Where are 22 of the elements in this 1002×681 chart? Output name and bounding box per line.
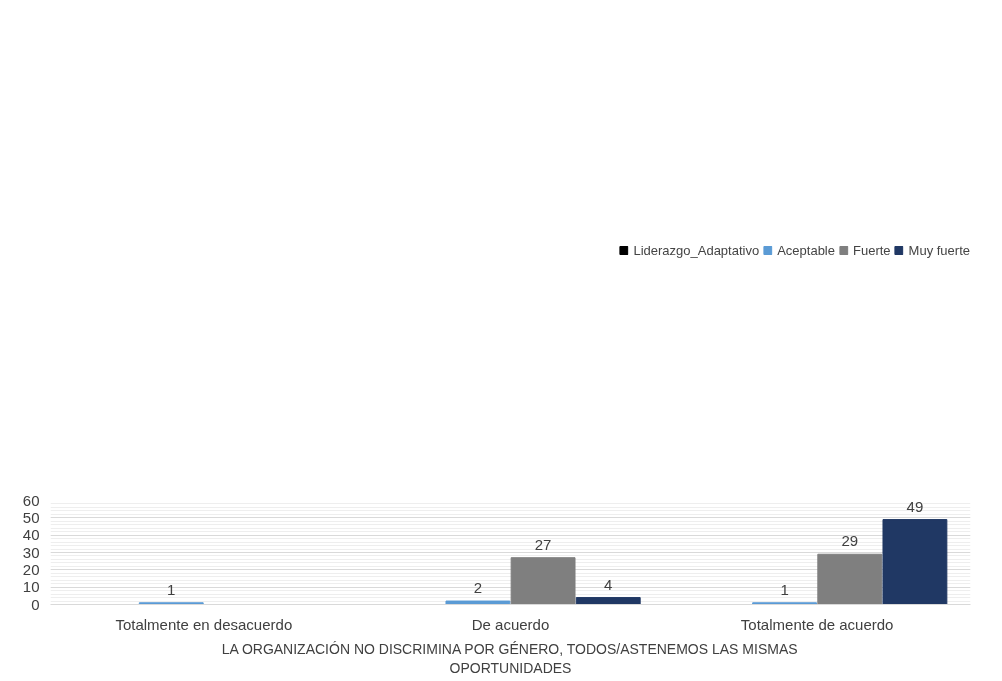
y-tick-label: 0 <box>31 595 40 613</box>
data-label: 1 <box>780 580 789 598</box>
data-label: 49 <box>906 497 924 515</box>
legend-label: Liderazgo_Adaptativo <box>633 242 760 258</box>
data-label: 27 <box>534 535 552 553</box>
legend-label: Muy fuerte <box>908 242 970 258</box>
x-tick-label: Totalmente de acuerdo <box>740 615 894 633</box>
legend-label: Fuerte <box>853 242 891 258</box>
y-tick-label: 20 <box>22 560 40 578</box>
x-tick-label: Totalmente en desacuerdo <box>115 615 293 633</box>
y-tick-label: 60 <box>22 491 40 509</box>
y-tick-label: 40 <box>22 526 40 544</box>
y-tick-label: 30 <box>22 543 40 561</box>
data-label: 4 <box>604 575 613 593</box>
data-label: 1 <box>167 580 176 598</box>
y-tick-label: 10 <box>22 578 40 596</box>
data-label: 29 <box>841 532 859 550</box>
y-tick-label: 50 <box>22 508 40 526</box>
data-label: 2 <box>473 579 483 597</box>
x-axis-title: LA ORGANIZACIÓN NO DISCRIMINA POR GÉNERO, TODOS/ASTENEMOS LAS MISMAS OPORTUNIDADES <box>221 640 798 676</box>
legend-label: Aceptable <box>777 242 835 258</box>
x-tick-label: De acuerdo <box>471 615 550 633</box>
